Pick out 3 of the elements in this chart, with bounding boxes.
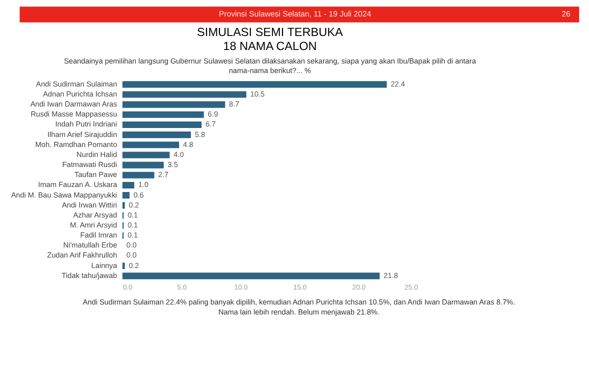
text: 26 xyxy=(562,9,571,18)
chart-title: SIMULASI SEMI TERBUKA 18 NAMA CALON xyxy=(197,26,343,53)
text: Provinsi Sulawesi Selatan, 11 - 19 Juli 2024 xyxy=(218,9,372,18)
